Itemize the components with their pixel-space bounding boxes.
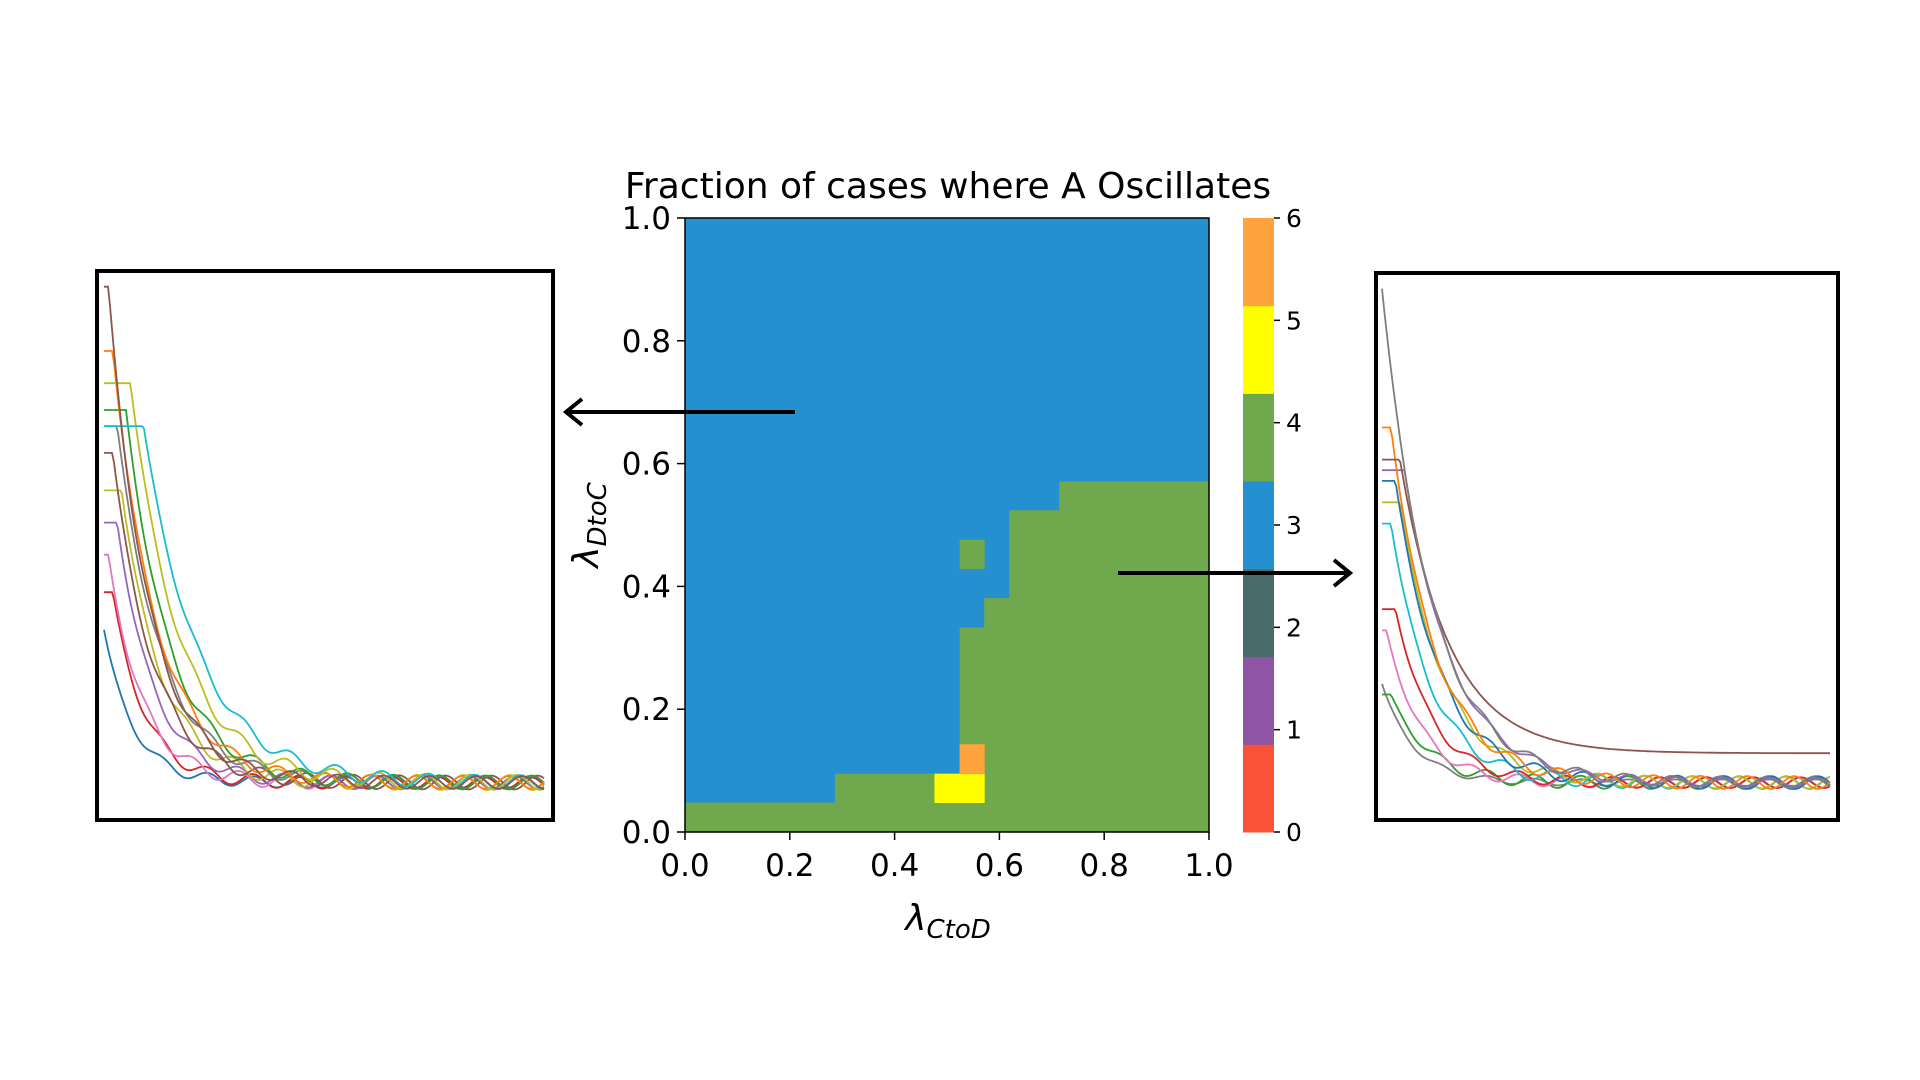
inset-series-line [1382, 480, 1831, 790]
arrow-to-right-inset [1118, 558, 1354, 588]
heatmap-frame [684, 217, 1210, 833]
inset-series-line [103, 629, 545, 789]
inset-series-line [1382, 458, 1830, 755]
colorbar-level-4 [1243, 393, 1274, 482]
colorbar-tick-label: 5 [1286, 306, 1302, 335]
right-inset-frame [1374, 271, 1840, 822]
heatmap-region-3 [959, 627, 1210, 775]
inset-series-line [1382, 469, 1831, 788]
inset-series-line [104, 452, 545, 791]
inset-series-line [1382, 426, 1831, 790]
heatmap-region-6 [1059, 481, 1210, 511]
heatmap-region-2 [834, 773, 1210, 804]
colorbar-tick-label: 0 [1286, 818, 1302, 847]
chart-title: Fraction of cases where A Oscillates [625, 166, 1271, 207]
y-tick-label: 0.2 [622, 692, 671, 728]
colorbar-level-0 [1243, 744, 1274, 833]
left-inset-lines [103, 285, 545, 791]
colorbar-ticks: 0 1 2 3 4 5 6 [1274, 204, 1302, 847]
colorbar-tick-label: 1 [1286, 716, 1302, 745]
y-axis-label: λDtoC [566, 481, 613, 569]
heatmap-region-1 [685, 802, 1210, 833]
heatmap-region-8 [934, 773, 985, 804]
inset-series-line [1381, 288, 1831, 789]
y-tick-label: 0.0 [622, 815, 671, 851]
colorbar-level-2 [1243, 568, 1274, 658]
y-tick-label: 0.8 [622, 324, 671, 360]
heatmap-region-7 [959, 539, 985, 570]
colorbar-tick-label: 4 [1286, 409, 1302, 438]
inset-series-line [104, 350, 545, 790]
x-axis: 0.0 0.2 0.4 0.6 0.8 1.0 [660, 832, 1234, 884]
y-axis: 0.0 0.2 0.4 0.6 0.8 1.0 [622, 201, 685, 851]
arrow-to-left-inset [562, 397, 795, 427]
inset-series-line [104, 591, 545, 790]
colorbar-level-6 [1243, 218, 1274, 307]
inset-series-line [104, 382, 545, 791]
y-tick-label: 0.4 [622, 569, 671, 605]
heatmap [685, 218, 1210, 833]
inset-series-line [1381, 683, 1831, 787]
x-axis-label: λCtoD [903, 898, 991, 945]
x-tick-label: 0.4 [870, 848, 919, 884]
colorbar-level-3 [1243, 481, 1274, 570]
x-tick-label: 0.6 [975, 848, 1024, 884]
left-inset-frame [95, 269, 555, 822]
inset-series-line [104, 285, 545, 790]
x-tick-label: 1.0 [1184, 848, 1233, 884]
x-tick-label: 0.2 [765, 848, 814, 884]
heatmap-region-5 [1009, 510, 1210, 599]
colorbar [1243, 218, 1274, 833]
colorbar-tick-label: 6 [1286, 204, 1302, 233]
inset-series-line [1382, 693, 1831, 790]
colorbar-level-5 [1243, 305, 1274, 394]
x-tick-label: 0.0 [660, 848, 709, 884]
colorbar-level-1 [1243, 656, 1274, 745]
colorbar-tick-label: 2 [1286, 613, 1302, 642]
right-inset-lines [1381, 288, 1831, 790]
y-tick-label: 0.6 [622, 447, 671, 483]
heatmap-region-9 [959, 744, 985, 775]
y-tick-label: 1.0 [622, 201, 671, 237]
x-tick-label: 0.8 [1080, 848, 1129, 884]
inset-series-line [104, 409, 545, 791]
inset-series-line [104, 425, 545, 791]
colorbar-tick-label: 3 [1286, 511, 1302, 540]
heatmap-region-4 [984, 598, 1210, 629]
